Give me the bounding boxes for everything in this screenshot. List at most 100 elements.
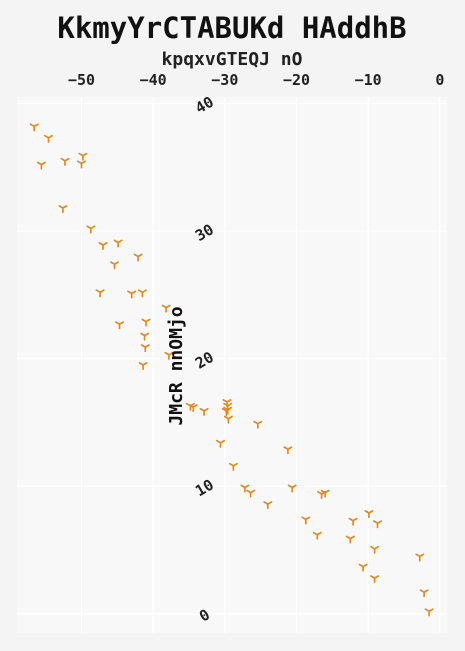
data-point: [358, 563, 368, 572]
tri-down-marker: [424, 608, 434, 617]
tri-down-marker: [301, 516, 311, 525]
data-point: [348, 517, 358, 526]
data-point: [364, 510, 374, 519]
x-axis-label: kpqxvGTEQJ nO: [162, 49, 303, 70]
data-point: [36, 161, 46, 170]
data-point: [228, 462, 238, 471]
tri-down-marker: [164, 351, 174, 360]
tri-down-marker: [228, 462, 238, 471]
data-point: [263, 501, 273, 510]
tri-down-marker: [95, 289, 105, 298]
data-point: [246, 489, 256, 498]
tri-down-marker: [115, 321, 124, 330]
tri-down-marker: [199, 407, 209, 416]
tri-down-marker: [370, 575, 380, 584]
data-point: [188, 404, 198, 413]
tri-down-marker: [283, 446, 293, 455]
data-point: [345, 535, 355, 544]
tri-down-marker: [140, 332, 150, 341]
x-tick-labels: −50 −40 −30 −20 −10 0: [68, 71, 444, 89]
tri-down-marker: [161, 304, 171, 313]
tri-down-marker: [223, 406, 233, 415]
data-point: [161, 304, 171, 313]
data-point: [86, 225, 96, 234]
tri-down-marker: [370, 545, 380, 554]
tri-down-marker: [358, 563, 368, 572]
chart-title: KkmyYrCTABUKd HAddhB: [57, 11, 406, 45]
tri-down-marker: [60, 157, 70, 166]
data-point: [320, 489, 330, 498]
data-point: [370, 545, 380, 554]
x-tick-label: −40: [140, 71, 167, 89]
tri-down-marker: [77, 160, 86, 169]
data-point: [44, 134, 53, 143]
tri-down-marker: [137, 289, 147, 298]
tri-down-marker: [98, 242, 108, 251]
data-point: [424, 608, 434, 617]
data-point: [140, 332, 150, 341]
data-point: [199, 407, 209, 416]
tri-down-marker: [415, 553, 425, 562]
tri-down-marker: [320, 489, 330, 498]
data-point: [283, 446, 293, 455]
tri-down-marker: [240, 484, 250, 493]
tri-down-marker: [348, 517, 358, 526]
data-point: [58, 205, 68, 214]
tri-down-marker: [133, 253, 143, 262]
tri-down-marker: [36, 161, 46, 170]
data-point: [287, 484, 297, 493]
tri-down-marker: [345, 535, 355, 544]
tri-down-marker: [188, 404, 198, 413]
tri-down-marker: [127, 290, 137, 299]
data-point: [223, 415, 233, 424]
data-point: [115, 321, 124, 330]
data-point: [301, 516, 311, 525]
tri-down-marker: [419, 589, 429, 598]
data-point: [415, 553, 425, 562]
data-point: [95, 289, 105, 298]
data-point: [78, 152, 88, 161]
data-point: [138, 362, 148, 371]
data-point: [373, 520, 382, 529]
data-point: [240, 484, 250, 493]
data-point: [370, 575, 380, 584]
tri-down-marker: [364, 510, 374, 519]
tri-down-marker: [246, 489, 256, 498]
tri-down-marker: [78, 152, 88, 161]
x-tick-label: −50: [68, 71, 95, 89]
data-point: [141, 318, 151, 327]
tri-down-marker: [253, 420, 263, 429]
grid: [17, 97, 447, 633]
data-point: [419, 589, 429, 598]
tri-down-marker: [287, 484, 297, 493]
tri-down-marker: [141, 318, 151, 327]
x-tick-label: −10: [355, 71, 382, 89]
tri-down-marker: [312, 531, 322, 540]
y-axis-label: JMcR nnOMjo: [166, 306, 187, 425]
tri-down-marker: [29, 123, 39, 132]
tri-down-marker: [44, 134, 53, 143]
data-point: [113, 239, 123, 248]
data-point: [110, 261, 119, 270]
tri-down-marker: [263, 501, 273, 510]
data-point: [164, 351, 174, 360]
data-point: [98, 242, 108, 251]
tri-down-marker: [223, 415, 233, 424]
data-point: [133, 253, 143, 262]
tri-down-marker: [58, 205, 68, 214]
data-point: [29, 123, 39, 132]
x-tick-label: 0: [435, 71, 444, 89]
data-point: [127, 290, 137, 299]
tri-down-marker: [373, 520, 382, 529]
tri-down-marker: [86, 225, 96, 234]
tri-down-marker: [140, 344, 150, 353]
data-point: [312, 531, 322, 540]
data-point: [223, 406, 233, 415]
data-point: [216, 439, 225, 448]
data-points: [29, 123, 434, 617]
plot-area: [17, 97, 447, 633]
data-point: [140, 344, 150, 353]
tri-down-marker: [110, 261, 119, 270]
